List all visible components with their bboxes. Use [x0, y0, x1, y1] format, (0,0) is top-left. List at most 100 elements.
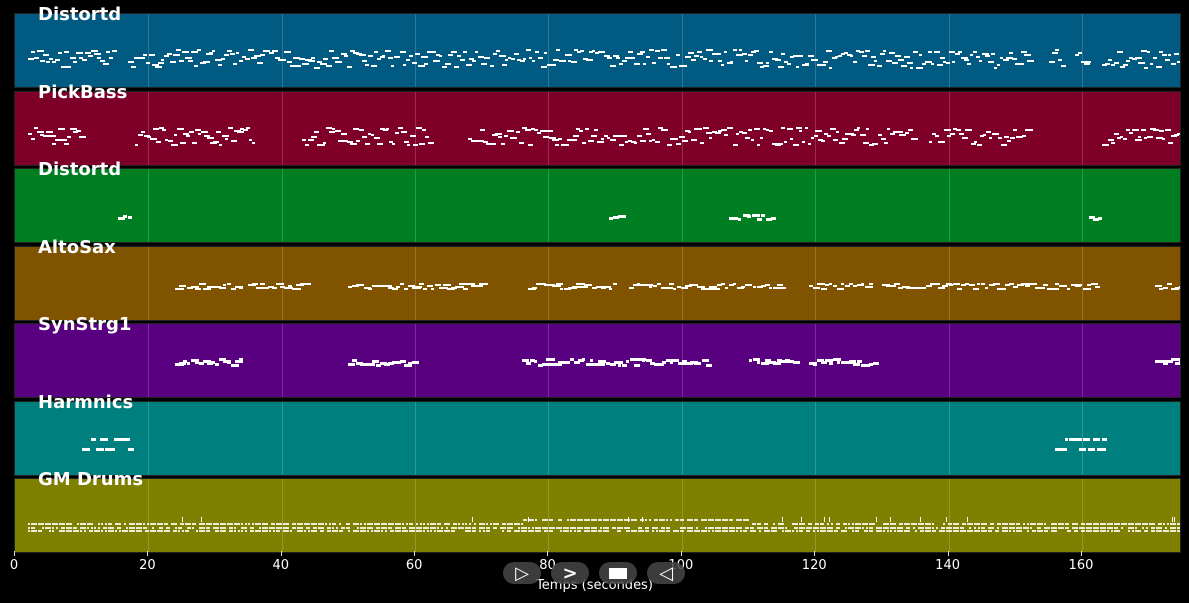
- note: [890, 133, 896, 136]
- note: [1134, 527, 1137, 529]
- note: [856, 523, 859, 525]
- note: [699, 142, 705, 145]
- note: [902, 133, 907, 136]
- note: [415, 285, 422, 288]
- note: [338, 530, 341, 532]
- track-3[interactable]: [14, 168, 1181, 243]
- note: [1076, 530, 1079, 532]
- note: [434, 527, 437, 529]
- note: [625, 530, 628, 532]
- track-2[interactable]: [14, 90, 1181, 166]
- note: [427, 523, 430, 525]
- rewind-button[interactable]: ◁: [647, 562, 685, 584]
- track-7[interactable]: [14, 478, 1181, 553]
- note: [114, 437, 120, 441]
- note: [320, 523, 323, 525]
- note: [207, 362, 213, 366]
- note: [672, 530, 675, 532]
- note: [282, 527, 285, 529]
- axis-tick: [147, 551, 149, 556]
- note: [52, 142, 56, 145]
- note: [709, 519, 712, 521]
- note: [511, 523, 514, 525]
- forward-button[interactable]: >: [551, 562, 589, 584]
- note: [654, 140, 661, 143]
- note: [889, 530, 892, 532]
- note: [660, 530, 663, 532]
- play-button[interactable]: ▷: [503, 562, 541, 584]
- note: [366, 523, 369, 525]
- track-6[interactable]: [14, 400, 1181, 476]
- note: [979, 134, 985, 137]
- note: [252, 527, 255, 529]
- note: [992, 282, 1000, 285]
- note: [314, 66, 320, 69]
- track-4[interactable]: [14, 245, 1181, 321]
- note: [394, 523, 397, 525]
- track-5[interactable]: [14, 323, 1181, 398]
- note: [441, 65, 448, 68]
- note: [40, 134, 45, 137]
- note: [385, 128, 390, 131]
- note: [1164, 58, 1170, 61]
- note: [303, 530, 306, 532]
- note: [415, 527, 418, 529]
- note: [360, 283, 364, 286]
- note: [819, 64, 826, 67]
- note: [772, 523, 775, 525]
- note: [420, 530, 423, 532]
- note: [603, 54, 611, 57]
- note: [1157, 527, 1160, 529]
- note: [826, 527, 829, 529]
- note: [736, 287, 744, 290]
- note: [194, 523, 197, 525]
- note: [854, 128, 859, 131]
- note: [719, 519, 722, 521]
- note: [684, 129, 691, 132]
- note: [705, 132, 712, 135]
- note: [708, 286, 718, 289]
- note: [1031, 530, 1034, 532]
- note: [912, 50, 919, 53]
- note: [714, 519, 717, 521]
- note: [852, 285, 857, 288]
- note: [239, 358, 244, 362]
- note: [993, 66, 998, 69]
- axis-tick: [547, 551, 549, 556]
- note: [901, 527, 904, 529]
- note: [161, 527, 164, 529]
- track-1[interactable]: [14, 13, 1181, 88]
- note: [1140, 49, 1148, 52]
- note: [1079, 283, 1083, 286]
- note: [881, 138, 887, 141]
- note: [990, 52, 995, 55]
- note: [735, 519, 738, 521]
- note: [170, 61, 177, 64]
- note: [1160, 527, 1163, 529]
- note: [42, 523, 45, 525]
- note: [537, 56, 544, 59]
- note: [564, 54, 572, 57]
- note: [899, 133, 906, 136]
- note: [980, 527, 983, 529]
- note: [1034, 530, 1037, 532]
- note: [315, 523, 318, 525]
- note: [612, 55, 619, 58]
- note: [1175, 361, 1180, 365]
- note: [876, 65, 883, 68]
- note: [971, 523, 974, 525]
- note: [94, 53, 101, 56]
- note: [770, 530, 773, 532]
- note: [349, 143, 357, 146]
- note: [800, 517, 802, 522]
- note: [996, 63, 1001, 66]
- stop-button[interactable]: [599, 562, 637, 584]
- note: [408, 55, 413, 58]
- note: [215, 362, 220, 366]
- gridline: [948, 14, 950, 87]
- note: [835, 527, 838, 529]
- note: [784, 527, 787, 529]
- note: [1059, 523, 1062, 525]
- note: [98, 530, 101, 532]
- note: [1155, 284, 1163, 287]
